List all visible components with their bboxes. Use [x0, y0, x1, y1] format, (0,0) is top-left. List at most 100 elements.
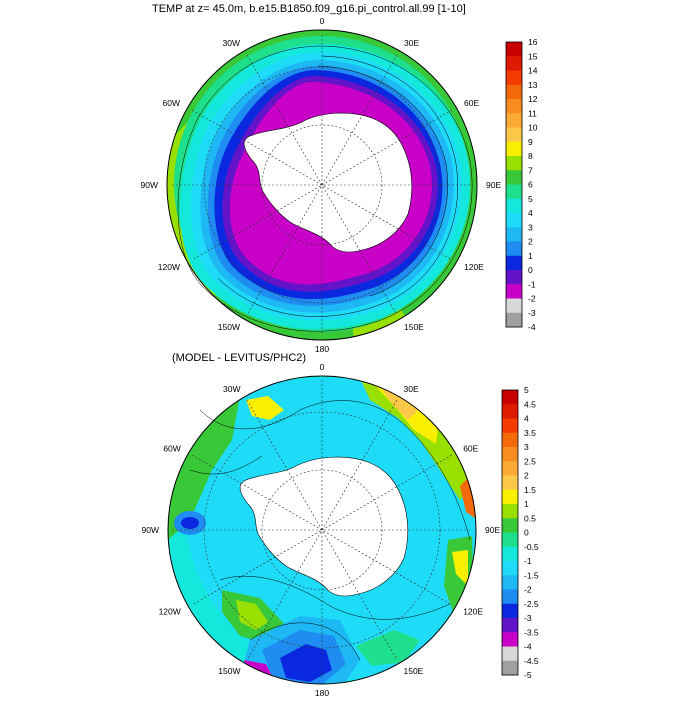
bottom-colorbar-swatch	[502, 561, 518, 576]
bottom-longitude-label: 180	[315, 688, 329, 698]
bottom-colorbar-swatch	[502, 504, 518, 519]
field-band	[380, 386, 418, 420]
bottom-colorbar-swatch	[502, 418, 518, 434]
field-band	[452, 550, 468, 586]
field-band	[280, 644, 332, 682]
field-band	[181, 517, 199, 529]
bottom-longitude-label: 150E	[404, 666, 424, 676]
top-colorbar-swatch	[506, 84, 522, 100]
bottom-longitude-label: 90W	[142, 525, 159, 535]
top-colorbar-swatch	[506, 99, 522, 114]
top-colorbar-tick-label: 10	[528, 123, 538, 133]
bottom-colorbar-tick-label: 4	[524, 414, 529, 424]
bottom-colorbar-swatch	[502, 660, 518, 676]
bottom-colorbar-tick-label: -3	[524, 613, 532, 623]
top-colorbar-swatch	[506, 170, 522, 185]
top-longitude-label: 30E	[404, 38, 419, 48]
bottom-map-field	[168, 376, 476, 684]
top-colorbar-swatch	[506, 270, 522, 285]
top-colorbar-swatch	[506, 70, 522, 86]
bottom-colorbar-swatch	[502, 518, 518, 533]
top-longitude-label: 60W	[163, 98, 180, 108]
bottom-map-graticule	[172, 380, 472, 680]
top-colorbar-tick-label: 4	[528, 208, 533, 218]
top-colorbar-tick-label: 3	[528, 222, 533, 232]
top-longitude-label: 90W	[141, 180, 158, 190]
bottom-polar-map: 0 30E 60E 90E 120E 150E 180 150W 120W 90W 60W 30W	[142, 362, 501, 698]
field-band	[246, 396, 284, 420]
bottom-colorbar-swatch	[502, 646, 518, 662]
bottom-colorbar-swatch	[502, 447, 518, 462]
top-colorbar-tick-label: 11	[528, 108, 537, 118]
top-longitude-label: 150W	[218, 322, 240, 332]
bottom-colorbar-tick-label: -2.5	[524, 599, 539, 609]
top-map-field	[167, 30, 477, 340]
bottom-colorbar-tick-label: 0.5	[524, 513, 536, 523]
top-colorbar-frame	[505, 41, 523, 328]
bottom-colorbar-swatch	[502, 632, 518, 647]
bottom-colorbar-swatch	[502, 461, 518, 476]
antarctica-landmass	[243, 112, 413, 253]
top-map-graticule	[172, 35, 472, 335]
top-colorbar-tick-label: 6	[528, 180, 533, 190]
bottom-colorbar-tick-label: 5	[524, 385, 529, 395]
top-colorbar-tick-label: -3	[528, 308, 536, 318]
top-colorbar-tick-label: 0	[528, 265, 533, 275]
top-colorbar-swatch	[506, 255, 522, 271]
top-colorbar-swatch	[506, 241, 522, 257]
top-colorbar-tick-label: 13	[528, 80, 538, 90]
bottom-map-border	[167, 375, 477, 685]
bottom-colorbar-tick-label: -3.5	[524, 627, 539, 637]
bottom-longitude-label: 30E	[404, 384, 419, 394]
top-colorbar-swatch	[506, 141, 522, 157]
bottom-colorbar-swatch	[502, 546, 518, 562]
bottom-colorbar-swatch	[502, 575, 518, 590]
top-longitude-label: 120E	[464, 262, 484, 272]
top-colorbar-tick-label: -1	[528, 279, 536, 289]
bottom-colorbar-swatch	[502, 390, 518, 405]
top-colorbar-tick-label: -2	[528, 294, 536, 304]
field-band	[356, 630, 420, 666]
top-colorbar-swatch	[506, 227, 522, 242]
bottom-colorbar-tick-label: 3.5	[524, 428, 536, 438]
top-colorbar-swatch	[506, 284, 522, 299]
top-colorbar-swatch	[506, 56, 522, 71]
contour-line	[189, 455, 263, 475]
bottom-longitude-label: 150W	[218, 666, 240, 676]
bottom-longitude-label: 120W	[159, 607, 181, 617]
bottom-longitude-label: 30W	[223, 384, 240, 394]
top-colorbar-tick-label: 12	[528, 94, 538, 104]
top-longitude-label: 150E	[404, 322, 424, 332]
bottom-longitude-label: 0	[320, 362, 325, 372]
top-colorbar-swatch	[506, 298, 522, 314]
top-colorbar-tick-label: -4	[528, 322, 536, 332]
top-longitude-label: 60E	[464, 98, 479, 108]
bottom-colorbar-swatch	[502, 404, 518, 419]
contour-line	[249, 622, 361, 661]
top-colorbar-tick-label: 2	[528, 237, 533, 247]
bottom-colorbar-tick-label: -0.5	[524, 542, 539, 552]
bottom-colorbar-swatch	[502, 618, 518, 633]
top-colorbar-swatch	[506, 312, 522, 328]
bottom-colorbar-tick-label: 0	[524, 528, 529, 538]
bottom-longitude-label: 60E	[463, 444, 478, 454]
top-colorbar-tick-label: 8	[528, 151, 533, 161]
top-colorbar-tick-label: 1	[528, 251, 533, 261]
top-longitude-label: 30W	[223, 38, 240, 48]
top-colorbar-swatch	[506, 127, 522, 143]
top-colorbar-swatch	[506, 156, 522, 171]
top-colorbar-tick-label: 9	[528, 137, 533, 147]
top-colorbar-swatch	[506, 198, 522, 214]
bottom-colorbar-tick-label: 2	[524, 471, 529, 481]
contour-line	[199, 400, 471, 541]
top-longitude-labels: 0 30E 60E 90E 120E 150E 180 150W 120W 90W 60W 30W	[141, 16, 502, 354]
top-polar-map: 0 30E 60E 90E 120E 150E 180 150W 120W 90W 60W 30W	[141, 16, 502, 354]
top-longitude-label: 120W	[158, 262, 180, 272]
contour-line	[219, 575, 451, 620]
top-colorbar-tick-label: 7	[528, 165, 533, 175]
contour-line	[217, 55, 458, 317]
bottom-map-contours	[189, 400, 471, 661]
top-panel-title: TEMP at z= 45.0m, b.e15.B1850.f09_g16.pi…	[152, 3, 466, 15]
